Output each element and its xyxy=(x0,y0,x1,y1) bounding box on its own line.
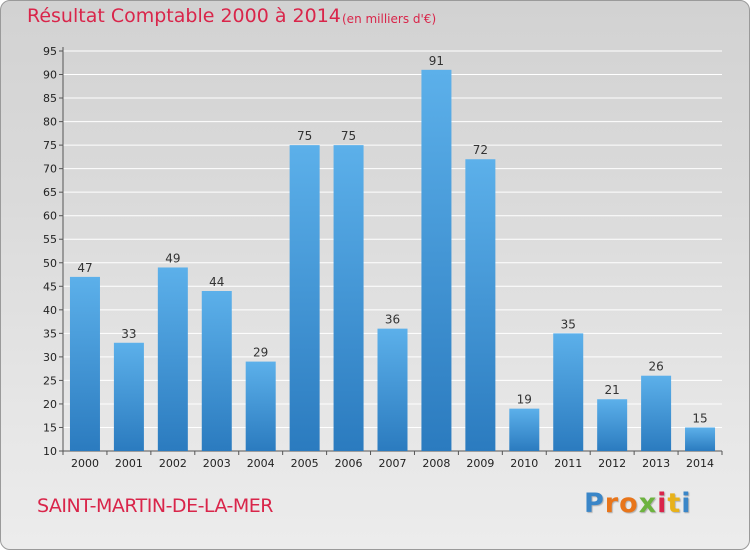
y-tick-label: 75 xyxy=(43,139,57,152)
logo-letter: x xyxy=(638,488,658,519)
x-tick-label: 2011 xyxy=(554,457,582,470)
y-tick-label: 10 xyxy=(43,445,57,458)
bar-2009 xyxy=(465,159,496,451)
y-tick-label: 70 xyxy=(43,163,57,176)
y-tick-label: 60 xyxy=(43,210,57,223)
data-label: 72 xyxy=(473,143,488,157)
x-tick-label: 2013 xyxy=(642,457,670,470)
y-tick-label: 35 xyxy=(43,327,57,340)
x-tick-label: 2009 xyxy=(466,457,494,470)
bar-2007 xyxy=(377,328,408,451)
x-tick-label: 2014 xyxy=(686,457,714,470)
data-label: 33 xyxy=(121,327,136,341)
x-tick-label: 2000 xyxy=(71,457,99,470)
bars xyxy=(69,69,716,451)
labels: 47 2000 33 2001 49 2002 44 2003 29 2004 75 2005 75 20… xyxy=(71,54,714,470)
x-tick-label: 2005 xyxy=(291,457,319,470)
x-tick-label: 2010 xyxy=(510,457,538,470)
logo-letter: P xyxy=(584,488,605,519)
data-label: 19 xyxy=(517,393,532,407)
data-label: 91 xyxy=(429,54,444,68)
x-tick-label: 2004 xyxy=(247,457,275,470)
y-tick-label: 20 xyxy=(43,398,57,411)
data-label: 75 xyxy=(341,129,356,143)
data-label: 35 xyxy=(561,317,576,331)
bar-2005 xyxy=(289,145,320,451)
data-label: 36 xyxy=(385,313,400,327)
data-label: 44 xyxy=(209,275,224,289)
y-tick-label: 55 xyxy=(43,233,57,246)
y-tick-label: 90 xyxy=(43,69,57,82)
y-tick-label: 50 xyxy=(43,257,57,270)
bar-2004 xyxy=(245,361,276,451)
x-tick-label: 2001 xyxy=(115,457,143,470)
y-tick-label: 65 xyxy=(43,186,57,199)
logo-letter: t xyxy=(667,488,682,519)
x-tick-label: 2003 xyxy=(203,457,231,470)
bar-2002 xyxy=(157,267,188,451)
y-tick-label: 95 xyxy=(43,45,57,58)
logo-letter: r xyxy=(604,488,620,519)
y-tick-label: 80 xyxy=(43,116,57,129)
y-tick-label: 30 xyxy=(43,351,57,364)
y-tick-label: 40 xyxy=(43,304,57,317)
x-tick-label: 2007 xyxy=(379,457,407,470)
bar-2003 xyxy=(201,291,232,451)
bar-2001 xyxy=(113,342,144,451)
x-tick-label: 2008 xyxy=(422,457,450,470)
bar-2012 xyxy=(597,399,628,451)
chart-title: Résultat Comptable 2000 à 2014 xyxy=(27,5,341,27)
data-label: 75 xyxy=(297,129,312,143)
y-tick-label: 45 xyxy=(43,280,57,293)
bar-2010 xyxy=(509,408,540,451)
logo-letter: i xyxy=(657,488,668,519)
logo-letter: o xyxy=(619,488,639,519)
y-tick-label: 15 xyxy=(43,421,57,434)
bar-2006 xyxy=(333,145,364,451)
logo-letter: i xyxy=(681,488,692,519)
bar-2008 xyxy=(421,69,452,451)
commune-name: SAINT-MARTIN-DE-LA-MER xyxy=(37,495,273,517)
y-tick-label: 85 xyxy=(43,92,57,105)
data-label: 21 xyxy=(605,383,620,397)
chart-unit-note: (en milliers d'€) xyxy=(342,12,437,26)
bar-2014 xyxy=(685,427,716,451)
data-label: 49 xyxy=(165,251,180,265)
data-label: 29 xyxy=(253,346,268,360)
x-tick-label: 2012 xyxy=(598,457,626,470)
bar-2011 xyxy=(553,333,584,451)
x-tick-label: 2002 xyxy=(159,457,187,470)
data-label: 47 xyxy=(77,261,92,275)
bar-2013 xyxy=(641,375,672,451)
x-tick-label: 2006 xyxy=(335,457,363,470)
bar-2000 xyxy=(69,276,100,451)
data-label: 26 xyxy=(648,360,663,374)
proxiti-logo[interactable]: Proxiti xyxy=(584,488,692,519)
data-label: 15 xyxy=(692,411,707,425)
y-tick-label: 25 xyxy=(43,374,57,387)
